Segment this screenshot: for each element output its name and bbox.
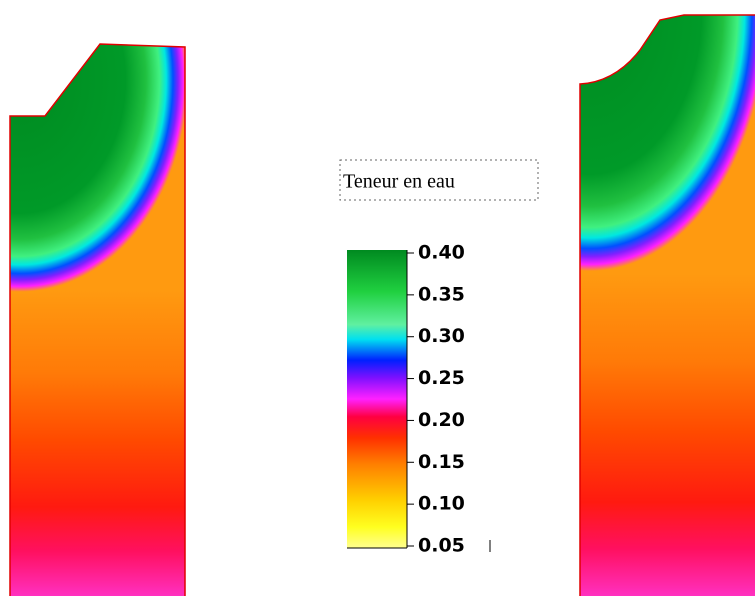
legend-title-box <box>339 159 539 201</box>
tick-label: 0.20 <box>418 409 465 431</box>
tick-label: 0.05 <box>418 535 465 557</box>
tick-label: 0.25 <box>418 367 465 389</box>
scale-ticks: 0.40 0.35 0.30 0.25 0.20 0.15 0.10 0.05 <box>407 242 465 557</box>
right-field <box>580 15 755 596</box>
tick-label: 0.35 <box>418 283 465 305</box>
tick-label: 0.30 <box>418 325 465 347</box>
left-field <box>10 44 185 596</box>
legend-title: Teneur en eau <box>343 171 455 193</box>
tick-label: 0.40 <box>418 242 465 264</box>
tick-label: 0.15 <box>418 451 465 473</box>
right-outline <box>579 14 755 596</box>
color-scale <box>347 250 407 548</box>
left-outline <box>9 43 186 596</box>
tick-label: 0.10 <box>418 493 465 515</box>
